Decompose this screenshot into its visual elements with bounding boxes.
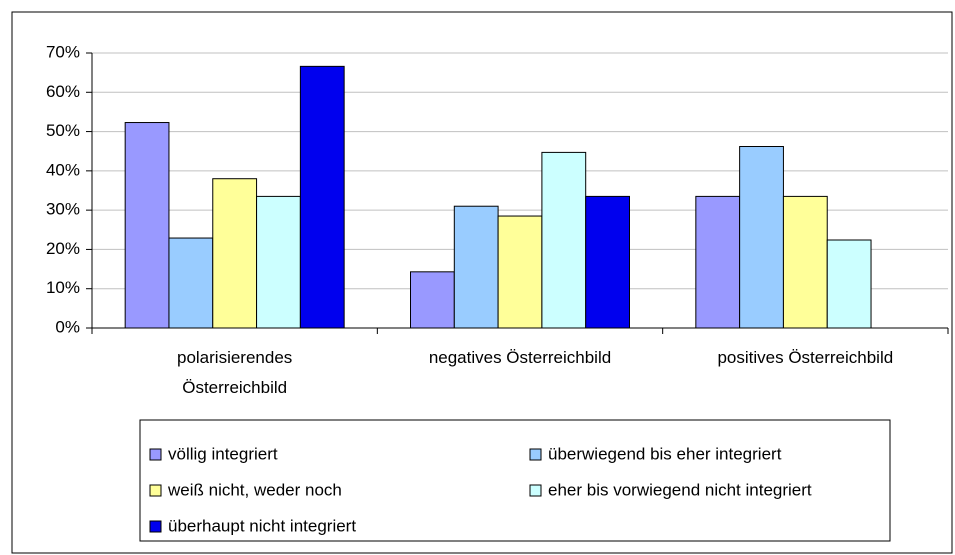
legend-label: eher bis vorwiegend nicht integriert bbox=[548, 480, 812, 499]
bar bbox=[168, 237, 214, 329]
y-tick-label: 60% bbox=[46, 82, 80, 101]
bar bbox=[585, 195, 631, 329]
bar bbox=[124, 122, 170, 329]
bar bbox=[453, 205, 499, 329]
legend-label: überwiegend bis eher integriert bbox=[548, 444, 782, 463]
bar bbox=[541, 151, 587, 329]
y-tick-label: 50% bbox=[46, 121, 80, 140]
legend-label: überhaupt nicht integriert bbox=[168, 516, 356, 535]
bar bbox=[826, 239, 872, 329]
y-tick-label: 10% bbox=[46, 278, 80, 297]
legend-label: weiß nicht, weder noch bbox=[167, 480, 342, 499]
legend-label: völlig integriert bbox=[168, 444, 278, 463]
bar bbox=[299, 65, 345, 329]
bar bbox=[212, 178, 258, 329]
x-tick-label: positives Österreichbild bbox=[717, 348, 894, 367]
y-tick-label: 70% bbox=[46, 42, 80, 61]
bar bbox=[782, 195, 828, 329]
legend-swatch bbox=[149, 520, 162, 533]
legend-frame bbox=[139, 419, 891, 542]
y-tick-label: 0% bbox=[55, 317, 80, 336]
bar bbox=[695, 195, 741, 329]
x-tick-label: polarisierendes Österreichbild bbox=[177, 348, 293, 397]
y-tick-label: 20% bbox=[46, 239, 80, 258]
bar bbox=[410, 271, 455, 329]
legend-swatch bbox=[149, 448, 162, 461]
legend-swatch bbox=[149, 484, 162, 497]
legend-swatch bbox=[529, 484, 542, 497]
legend-swatch bbox=[529, 448, 542, 461]
bar bbox=[739, 146, 784, 329]
bar bbox=[497, 215, 543, 329]
y-tick-label: 30% bbox=[46, 200, 80, 219]
y-tick-label: 40% bbox=[46, 160, 80, 179]
bar bbox=[256, 195, 301, 329]
x-tick-label: negatives Österreichbild bbox=[428, 348, 612, 367]
